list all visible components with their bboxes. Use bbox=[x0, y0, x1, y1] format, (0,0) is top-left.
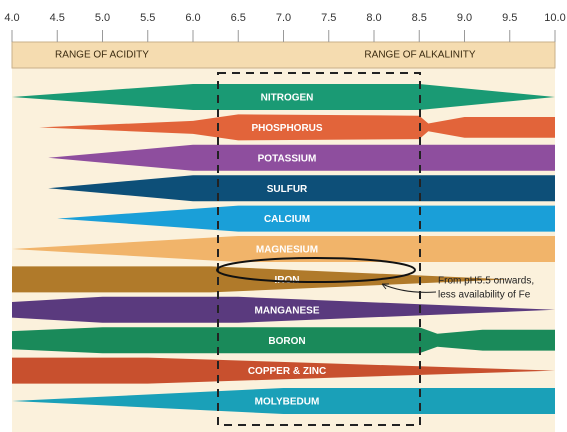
nutrient-band bbox=[57, 205, 555, 232]
x-tick-label: 10.0 bbox=[544, 12, 565, 24]
annotation: From pH5.5 onwards, bbox=[438, 276, 534, 287]
nutrient-band bbox=[48, 175, 555, 202]
x-tick-label: 5.5 bbox=[140, 12, 155, 24]
x-tick-label: 8.0 bbox=[366, 12, 381, 24]
x-tick-label: 9.0 bbox=[457, 12, 472, 24]
band-label: BORON bbox=[268, 336, 305, 347]
x-tick-label: 7.5 bbox=[321, 12, 336, 24]
x-tick-label: 6.5 bbox=[231, 12, 246, 24]
annotation: less availability of Fe bbox=[438, 290, 531, 301]
optimal-range-box bbox=[217, 72, 421, 426]
nutrient-band bbox=[39, 114, 555, 141]
annotation-arrowhead bbox=[381, 283, 389, 290]
x-tick-label: 7.0 bbox=[276, 12, 291, 24]
band-label: MOLYBEDUM bbox=[255, 397, 320, 408]
range-header bbox=[11, 41, 556, 69]
x-tick-label: 8.5 bbox=[412, 12, 427, 24]
nutrient-band bbox=[48, 144, 555, 171]
band-label: SULFUR bbox=[267, 184, 308, 195]
band-label: CALCIUM bbox=[264, 214, 310, 225]
iron-highlight bbox=[216, 257, 416, 283]
nutrient-band bbox=[12, 296, 555, 323]
annotation-arrow bbox=[381, 283, 437, 293]
x-tick-label: 6.0 bbox=[185, 12, 200, 24]
range-label: RANGE OF ALKALINITY bbox=[364, 50, 475, 61]
band-label: MAGNESIUM bbox=[256, 245, 318, 256]
x-tick-label: 4.0 bbox=[4, 12, 19, 24]
band-label: PHOSPHORUS bbox=[251, 123, 322, 134]
nutrient-band bbox=[12, 84, 555, 110]
x-tick-label: 9.5 bbox=[502, 12, 517, 24]
band-label: NITROGEN bbox=[261, 93, 314, 104]
nutrient-band bbox=[12, 357, 555, 384]
range-label: RANGE OF ACIDITY bbox=[55, 50, 149, 61]
x-tick-label: 4.5 bbox=[50, 12, 65, 24]
x-tick-label: 5.0 bbox=[95, 12, 110, 24]
band-label: POTASSIUM bbox=[258, 153, 317, 164]
band-label: COPPER & ZINC bbox=[248, 366, 326, 377]
band-label: MANGANESE bbox=[254, 305, 319, 316]
